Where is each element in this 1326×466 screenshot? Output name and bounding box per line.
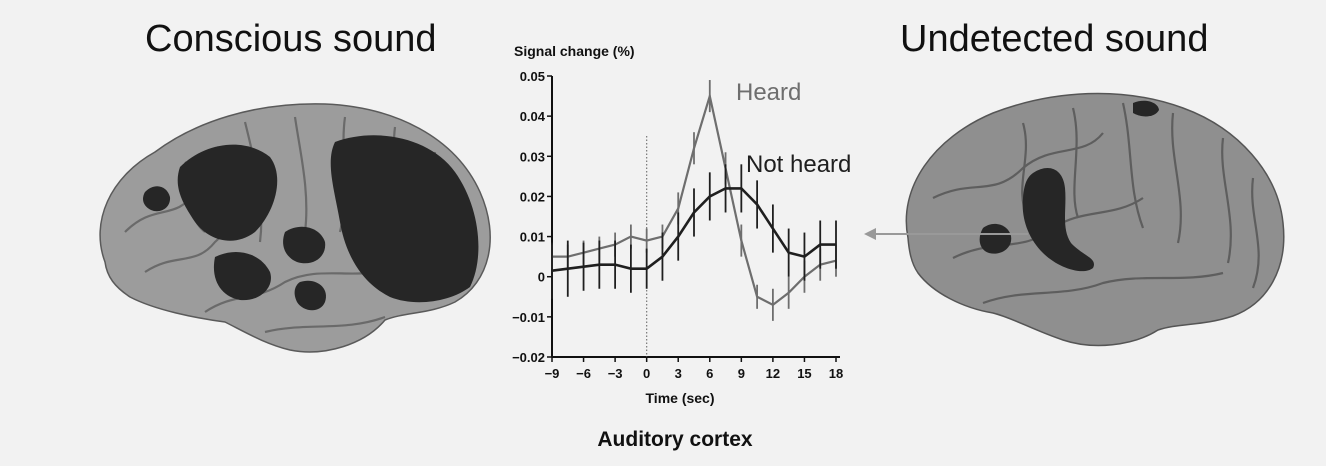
- x-tick-label: −6: [576, 366, 591, 381]
- x-tick-label: 6: [706, 366, 713, 381]
- y-tick-label: 0.03: [520, 149, 545, 164]
- x-axis-label: Time (sec): [646, 390, 715, 406]
- brain-right-activation: [979, 100, 1159, 272]
- y-axis-label: Signal change (%): [514, 43, 635, 59]
- auditory-cortex-chart: Signal change (%) −0.02 −0.01 0 0.01 0.02 0.0…: [512, 43, 851, 451]
- y-tick-label: 0.04: [520, 109, 546, 124]
- x-tick-label: −3: [608, 366, 623, 381]
- heard-series-label: Heard: [736, 79, 801, 106]
- undetected-sound-title: Undetected sound: [900, 18, 1209, 60]
- x-tick-label: 15: [797, 366, 811, 381]
- y-tick-label: 0: [538, 270, 545, 285]
- y-tick-label: −0.01: [512, 310, 545, 325]
- brain-left-activation: [143, 135, 479, 311]
- y-tick-label: 0.02: [520, 189, 545, 204]
- conscious-sound-title: Conscious sound: [145, 18, 437, 60]
- x-tick-label: 18: [829, 366, 843, 381]
- conscious-brain-image: [99, 103, 491, 353]
- not-heard-series-label: Not heard: [746, 151, 851, 178]
- undetected-brain-image: [905, 92, 1285, 347]
- y-tick-label: −0.02: [512, 350, 545, 365]
- auditory-cortex-pointer-arrow: [864, 228, 1028, 240]
- y-tick-label: 0.01: [520, 230, 545, 245]
- plot-area: −0.02 −0.01 0 0.01 0.02 0.03 0.04 0.05 −9 −6 −3 0 3 6…: [512, 69, 843, 381]
- x-tick-label: 9: [738, 366, 745, 381]
- x-tick-label: 0: [643, 366, 650, 381]
- x-tick-label: 3: [675, 366, 682, 381]
- chart-caption: Auditory cortex: [597, 428, 753, 451]
- x-tick-label: −9: [545, 366, 560, 381]
- brain-right-base: [905, 92, 1285, 347]
- y-tick-label: 0.05: [520, 69, 545, 84]
- x-tick-label: 12: [766, 366, 780, 381]
